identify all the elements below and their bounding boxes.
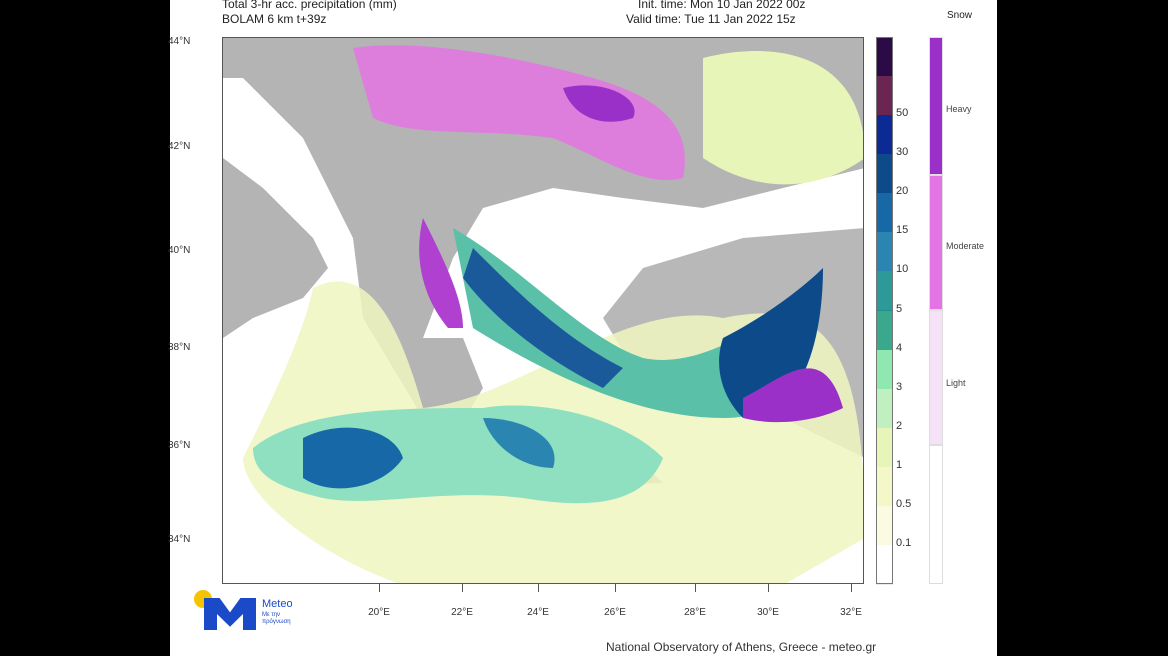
snow-north xyxy=(353,45,685,180)
lon-label: 24°E xyxy=(527,607,549,618)
lon-tick xyxy=(768,584,769,592)
lon-label: 32°E xyxy=(840,607,862,618)
colorbar-label: 0.5 xyxy=(896,497,912,510)
lon-tick xyxy=(379,584,380,592)
lat-label: 44°N xyxy=(168,36,191,47)
meteo-logo: Meteo Με την πρόγνωση xyxy=(194,590,314,630)
init-time: Init. time: Mon 10 Jan 2022 00z xyxy=(638,0,806,11)
logo-text: Meteo xyxy=(262,598,293,610)
lat-label: 38°N xyxy=(168,342,191,353)
colorbar-frame xyxy=(876,37,893,584)
land-italy xyxy=(223,158,328,338)
model-label: BOLAM 6 km t+39z xyxy=(222,12,327,26)
colorbar-label: 15 xyxy=(896,224,909,237)
precip-light-ne xyxy=(703,51,863,185)
colorbar-label: 20 xyxy=(896,185,909,198)
snow-bar-segment xyxy=(929,445,943,584)
snow-level-label: Light xyxy=(946,378,966,388)
lat-label: 42°N xyxy=(168,141,191,152)
lon-label: 30°E xyxy=(757,607,779,618)
colorbar-segment xyxy=(876,544,893,585)
logo-m xyxy=(204,598,256,630)
snow-bar-segment xyxy=(929,37,943,175)
snow-level-label: Heavy xyxy=(946,104,972,114)
snow-level-label: Moderate xyxy=(946,241,985,251)
lon-label: 20°E xyxy=(368,607,390,618)
lat-label: 36°N xyxy=(168,440,191,451)
precip-heavy-aegean xyxy=(463,248,623,388)
map-canvas xyxy=(223,38,863,583)
lon-tick xyxy=(615,584,616,592)
snow-bar-segment xyxy=(929,310,943,445)
colorbar-label: 5 xyxy=(896,302,903,315)
snow-legend-title: Snow xyxy=(947,10,973,21)
colorbar-label: 10 xyxy=(896,263,909,276)
colorbar-label: 4 xyxy=(896,341,903,354)
precip-heavy-crete xyxy=(483,418,555,468)
precipitation-map[interactable] xyxy=(222,37,864,584)
chart-title: Total 3-hr acc. precipitation (mm) xyxy=(222,0,397,11)
snow-east xyxy=(743,368,843,423)
colorbar-label: 30 xyxy=(896,146,909,159)
lon-tick xyxy=(695,584,696,592)
colorbar-label: 0.1 xyxy=(896,536,912,549)
snow-heavy-north xyxy=(563,85,635,122)
lon-tick xyxy=(851,584,852,592)
colorbar-label: 1 xyxy=(896,458,903,471)
precip-heavy xyxy=(303,427,403,489)
colorbar-label: 50 xyxy=(896,107,909,120)
logo-tagline: Με την πρόγνωση xyxy=(262,612,291,625)
lat-label: 40°N xyxy=(168,245,191,256)
lat-label: 34°N xyxy=(168,534,191,545)
lon-label: 22°E xyxy=(451,607,473,618)
lon-tick xyxy=(538,584,539,592)
colorbar-label: 2 xyxy=(896,419,903,432)
colorbar-label: 3 xyxy=(896,380,903,393)
snow-bar-segment xyxy=(929,175,943,310)
footer-credit: National Observatory of Athens, Greece -… xyxy=(606,640,877,654)
valid-time: Valid time: Tue 11 Jan 2022 15z xyxy=(626,12,796,26)
snow-pindus xyxy=(419,218,463,328)
lon-label: 28°E xyxy=(684,607,706,618)
lon-tick xyxy=(462,584,463,592)
lon-label: 26°E xyxy=(604,607,626,618)
